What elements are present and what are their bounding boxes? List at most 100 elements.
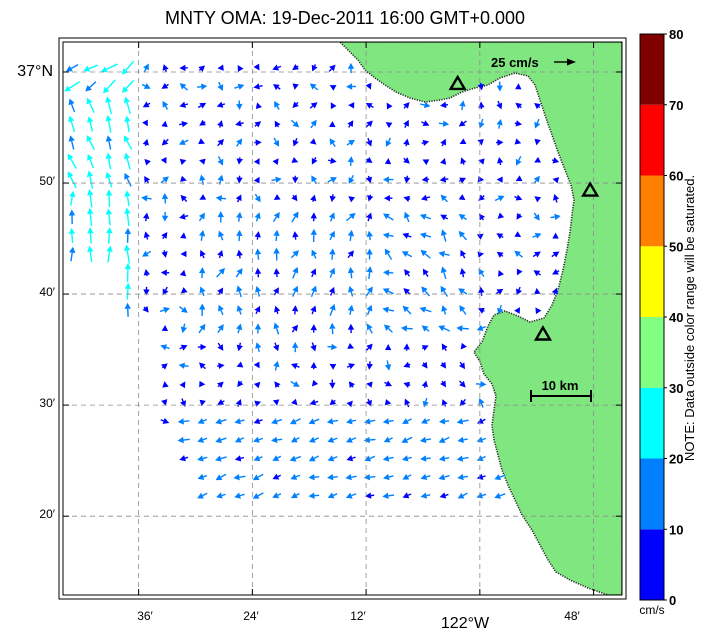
current-vector [160,417,170,424]
current-vector [403,138,410,147]
current-vector [384,380,393,387]
current-vector [105,96,113,115]
current-vector [180,232,187,239]
current-vector [106,227,113,244]
current-vector [198,323,206,334]
x-tick-label: 36′ [137,609,153,623]
current-vector [236,361,244,368]
current-vector [310,194,317,202]
current-vector [496,139,504,146]
current-vector [329,85,337,91]
current-vector [310,285,317,298]
current-vector [255,102,262,110]
current-vector [86,97,95,113]
current-vector [420,249,431,259]
current-vector [273,268,280,278]
current-vector [439,176,449,183]
current-vector [403,343,410,351]
current-vector [179,381,186,389]
current-vector [197,473,208,480]
current-vector [347,323,355,334]
current-vector [179,120,188,128]
current-vector [366,137,373,147]
current-vector [404,398,411,408]
current-vector [327,343,338,351]
current-vector [515,175,523,182]
current-vector [217,381,224,389]
y-tick-label: 40′ [39,285,55,299]
current-vector [422,397,429,408]
current-vector [124,172,132,187]
current-vector [421,286,431,297]
current-vector [292,231,299,240]
current-vector [68,115,76,133]
current-vector [217,211,225,223]
current-vector [234,83,245,90]
current-vector [121,60,135,75]
current-vector [310,305,317,315]
current-vector [235,194,242,203]
current-vector [440,194,448,203]
current-vector [347,304,354,316]
y-tick-label: 50′ [39,174,55,188]
current-vector [254,305,261,315]
current-vector [215,455,227,462]
current-vector [309,83,319,91]
current-vector [197,102,207,109]
current-vector [253,176,260,184]
colorbar-ticks: 0 10 20 30 40 50 60 70 80 [664,27,683,608]
colorbar-segment [640,529,664,600]
y-tick-label: 30′ [39,396,55,410]
current-vector [236,323,243,334]
current-vector [273,322,280,335]
current-vector [253,158,260,165]
current-vector [253,436,264,443]
current-vector [123,96,131,115]
current-vector [439,492,449,499]
current-vector [236,100,243,110]
current-vector [329,230,335,241]
current-vector [216,492,226,499]
current-vector [420,473,431,480]
current-vector [346,418,357,425]
current-vector [217,249,224,259]
frame-ticks [63,42,622,595]
current-vector [419,436,432,444]
current-vector [64,81,81,92]
current-vector [292,138,299,147]
current-vector [85,81,97,92]
current-vector [459,398,467,407]
current-vector [456,418,469,425]
current-vector [420,101,431,109]
current-vector [218,304,224,316]
current-vector [440,101,449,109]
current-vector [310,324,317,333]
current-vector [496,251,504,258]
current-vector [254,323,262,334]
current-vector [160,344,170,351]
current-vector [534,287,541,295]
current-vector [252,492,264,499]
current-vector [403,381,411,388]
current-vector [382,306,395,313]
current-vector [347,266,355,279]
current-vector [253,83,263,90]
current-vector [385,122,393,129]
current-vector [345,492,357,499]
current-vector [310,268,317,278]
chart-title: MNTY OMA: 19-Dec-2011 16:00 GMT+0.000 [165,8,525,28]
colorbar-segment [640,104,664,176]
current-vector [234,492,245,499]
current-vector [460,249,467,259]
current-vector [198,212,205,222]
current-vector [160,176,169,184]
current-vector [87,207,94,226]
current-vector [328,212,335,222]
current-vector [440,266,447,279]
current-vector [274,120,281,128]
current-vector [477,176,485,183]
current-vector [459,268,466,278]
current-vector [273,287,279,296]
current-vector [459,305,467,315]
current-vector [216,101,226,108]
